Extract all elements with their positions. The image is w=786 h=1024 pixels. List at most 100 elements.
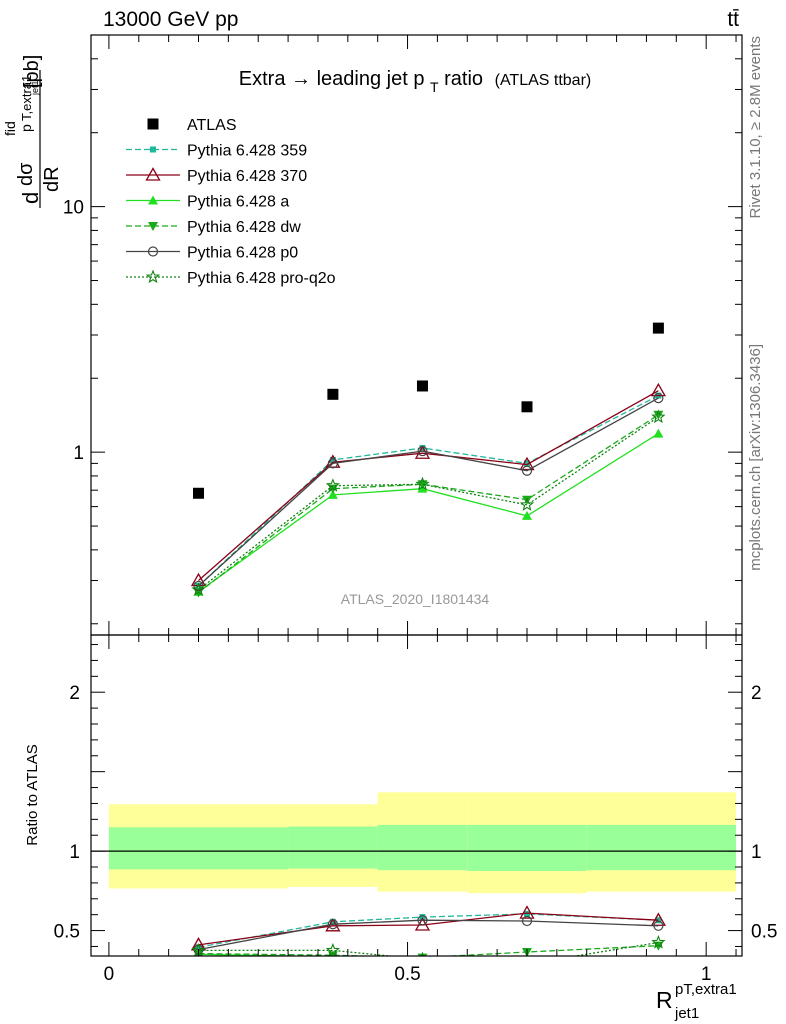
main-data-point <box>414 445 431 459</box>
ratio-series-line <box>198 941 659 956</box>
ratio-y-tick-label: 2 <box>69 683 80 704</box>
main-data-point <box>327 489 338 499</box>
legend-marker <box>150 146 156 153</box>
ratio-y-label: Ratio to ATLAS <box>24 744 41 845</box>
legend-label: Pythia 6.428 dw <box>187 219 301 236</box>
main-data-point <box>327 458 338 469</box>
ratio-data-point <box>327 919 338 930</box>
ratio-data-point <box>521 958 532 969</box>
y-label-jet1: jet1 <box>30 80 40 96</box>
legend-item: Pythia 6.428 370 <box>126 167 307 185</box>
title-main: Extra <box>239 68 287 90</box>
main-data-point <box>652 322 664 334</box>
ratio-data-point <box>519 905 535 919</box>
main-series-4 <box>193 410 664 598</box>
ratio-data-point <box>651 934 666 949</box>
ratio-y-tick-label: 1 <box>69 842 80 863</box>
main-data-point <box>519 456 535 471</box>
rivet-label: Rivet 3.1.10, ≥ 2.8M events <box>747 36 764 219</box>
y-label-dR: dR <box>41 166 63 192</box>
ratio-series-5 <box>191 934 666 969</box>
mcplots-label: mcplots.cern.ch [arXiv:1306.3436] <box>747 344 764 571</box>
main-data-point <box>653 393 664 404</box>
legend-item: Pythia 6.428 dw <box>126 219 301 236</box>
ratio-stat-band <box>377 824 468 871</box>
y-label-d: d <box>18 192 43 204</box>
main-data-point <box>191 582 206 596</box>
title-rest: leading jet p <box>317 68 425 90</box>
main-data-point <box>519 497 535 511</box>
ratio-data-point <box>658 955 659 956</box>
ratio-data-point <box>522 961 532 970</box>
ratio-series-1 <box>190 905 666 951</box>
main-data-point <box>521 510 532 520</box>
legend-marker <box>145 167 161 181</box>
legend: ATLAS Pythia 6.428 359 Pythia 6.428 370 Pyt… <box>126 117 336 287</box>
legend-marker <box>148 222 158 231</box>
y-label-textra1: T,extra1 <box>19 75 34 121</box>
main-series-5 <box>193 393 664 592</box>
y-label-unit: [pb] <box>21 55 43 88</box>
legend-label: ATLAS <box>187 117 237 134</box>
ratio-y-tick-label: 0.5 <box>54 922 80 943</box>
title-sub: T <box>430 79 439 95</box>
ratio-data-point <box>417 915 428 926</box>
main-data-point <box>329 456 336 463</box>
main-y-tick-label: 10 <box>63 198 84 219</box>
ratio-series-line <box>198 945 659 956</box>
title-small: (ATLAS ttbar) <box>495 72 592 89</box>
ratio-data-point <box>419 914 426 921</box>
main-data-point <box>415 476 430 491</box>
ratio-x-tick-label: 0.5 <box>394 964 420 985</box>
main-series-line <box>198 390 659 581</box>
ratio-series-line <box>198 919 659 951</box>
main-data-point <box>416 380 428 392</box>
x-label-sup: pT,extra1 <box>675 981 737 998</box>
legend-item: Pythia 6.428 a <box>126 194 289 211</box>
ratio-axes: 0.5 0.5 1 1 2 2 0 0.5 1 <box>54 635 777 985</box>
ratio-data-point <box>414 917 431 931</box>
ratio-y-tick-label-right: 2 <box>751 683 762 704</box>
ratio-stat-band <box>108 827 289 870</box>
legend-label: Pythia 6.428 370 <box>187 168 307 185</box>
legend-item: Pythia 6.428 pro-q2o <box>126 269 336 287</box>
ratio-x-tick-label: 1 <box>701 964 712 985</box>
ratio-stat-band <box>467 824 587 871</box>
y-label-dsigma: dσ <box>15 162 37 186</box>
y-label-p: p <box>18 124 34 132</box>
legend-marker <box>147 246 159 257</box>
title-arrow-icon: → <box>291 68 311 90</box>
title-tail: ratio <box>444 68 483 90</box>
main-plot-area <box>190 322 666 598</box>
ratio-data-point <box>653 920 664 931</box>
main-series-line <box>198 397 659 587</box>
process-label: tt̄ <box>727 8 739 31</box>
ratio-frame <box>90 634 743 957</box>
main-data-point <box>327 388 339 400</box>
ratio-x-tick-label: 0 <box>104 964 115 985</box>
ratio-data-point <box>417 953 428 956</box>
ratio-series-2 <box>194 949 659 970</box>
main-data-point <box>193 487 205 499</box>
ratio-plot-area <box>91 792 742 970</box>
ratio-data-point <box>521 915 533 927</box>
chart-title: Extra → leading jet p T ratio (ATLAS ttb… <box>239 68 591 97</box>
ratio-panel: 0.5 0.5 1 1 2 2 0 0.5 1 Ratio to ATLAS R pT,extr… <box>24 634 777 1022</box>
main-series-line <box>198 416 659 591</box>
main-y-tick-label: 1 <box>73 443 84 464</box>
legend-marker <box>147 118 159 130</box>
main-panel: 1 10 Extra → leading jet p T ratio (ATLAS… <box>2 34 743 636</box>
main-data-point <box>325 454 341 468</box>
y-label-fid: fid <box>2 121 18 136</box>
legend-label: Pythia 6.428 pro-q2o <box>187 270 336 287</box>
main-series-2 <box>190 382 666 587</box>
main-data-point <box>523 460 530 467</box>
main-series-0 <box>193 322 664 499</box>
main-axes: 1 10 <box>63 34 742 635</box>
y-axis-label: d dσ fid p T,extra1 jet1 dR [pb] <box>2 55 63 208</box>
ratio-y-tick-label-right: 1 <box>751 842 762 863</box>
ratio-series-3 <box>193 941 664 956</box>
legend-label: Pythia 6.428 p0 <box>187 245 298 262</box>
main-series-line <box>198 414 659 594</box>
